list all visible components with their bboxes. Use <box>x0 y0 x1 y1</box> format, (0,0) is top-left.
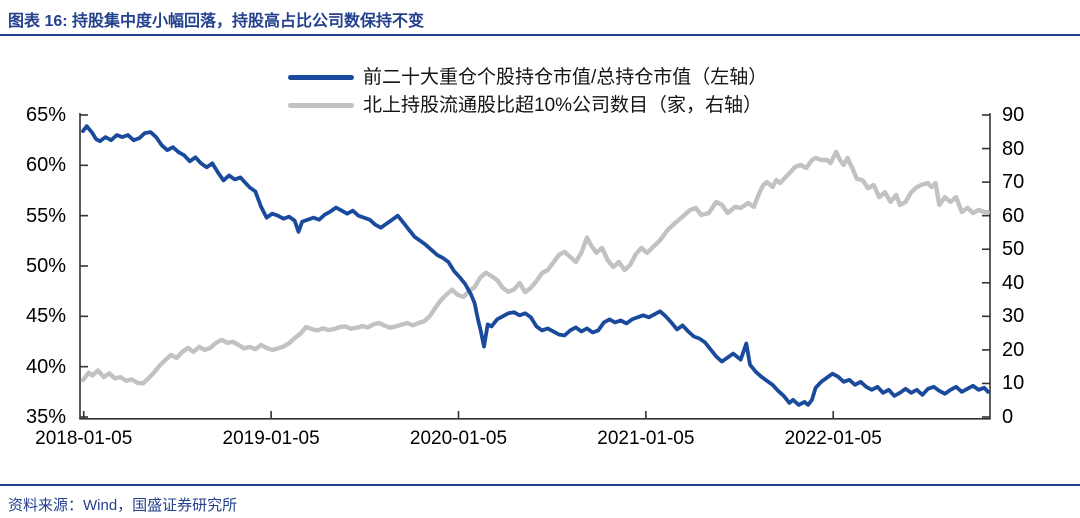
legend-line-blue-icon <box>288 74 354 80</box>
right-axis-tick-label: 50 <box>1002 238 1025 261</box>
series-line-company-count <box>80 149 991 386</box>
right-axis-tick-label: 90 <box>1002 104 1025 126</box>
legend-item-concentration: 前二十大重仓个股持仓市值/总持仓市值（左轴） <box>288 63 767 91</box>
legend-label-company-count: 北上持股流通股比超10%公司数目（家，右轴） <box>363 94 763 116</box>
left-axis-tick-label: 60% <box>25 154 66 177</box>
left-axis-tick-label: 45% <box>25 305 66 328</box>
x-axis-tick-label: 2020-01-05 <box>409 428 508 449</box>
left-axis-tick-label: 55% <box>25 204 66 227</box>
data-source-note: 资料来源：Wind，国盛证券研究所 <box>8 497 238 514</box>
x-axis-tick-label: 2021-01-05 <box>597 428 695 449</box>
figure-title: 图表 16: 持股集中度小幅回落，持股高占比公司数保持不变 <box>8 13 425 30</box>
left-axis-tick-label: 40% <box>25 355 66 378</box>
right-axis-tick-label: 70 <box>1002 171 1025 194</box>
right-axis-tick-label: 60 <box>1002 204 1025 227</box>
x-axis-tick-label: 2018-01-05 <box>35 428 133 449</box>
right-axis-tick-label: 80 <box>1002 137 1025 160</box>
left-axis-tick-label: 65% <box>25 104 66 126</box>
legend-label-concentration: 前二十大重仓个股持仓市值/总持仓市值（左轴） <box>363 66 768 88</box>
left-axis-tick-label: 50% <box>25 255 66 277</box>
right-axis-tick-label: 10 <box>1002 372 1025 395</box>
x-axis-tick-label: 2022-01-05 <box>784 428 882 449</box>
x-axis-tick-label: 2019-01-05 <box>222 428 320 449</box>
legend-line-gray-icon <box>288 102 354 108</box>
legend-item-company-count: 北上持股流通股比超10%公司数目（家，右轴） <box>288 91 767 119</box>
title-divider <box>0 34 1080 36</box>
footer-divider <box>0 484 1080 486</box>
series-line-concentration <box>81 124 990 407</box>
right-axis-tick-label: 20 <box>1002 338 1025 361</box>
right-axis-tick-label: 40 <box>1002 271 1025 294</box>
left-axis-tick-label: 35% <box>25 406 66 428</box>
right-axis-tick-label: 30 <box>1002 305 1025 328</box>
chart-legend: 前二十大重仓个股持仓市值/总持仓市值（左轴） 北上持股流通股比超10%公司数目（… <box>288 63 767 119</box>
right-axis-tick-label: 0 <box>1002 406 1014 428</box>
